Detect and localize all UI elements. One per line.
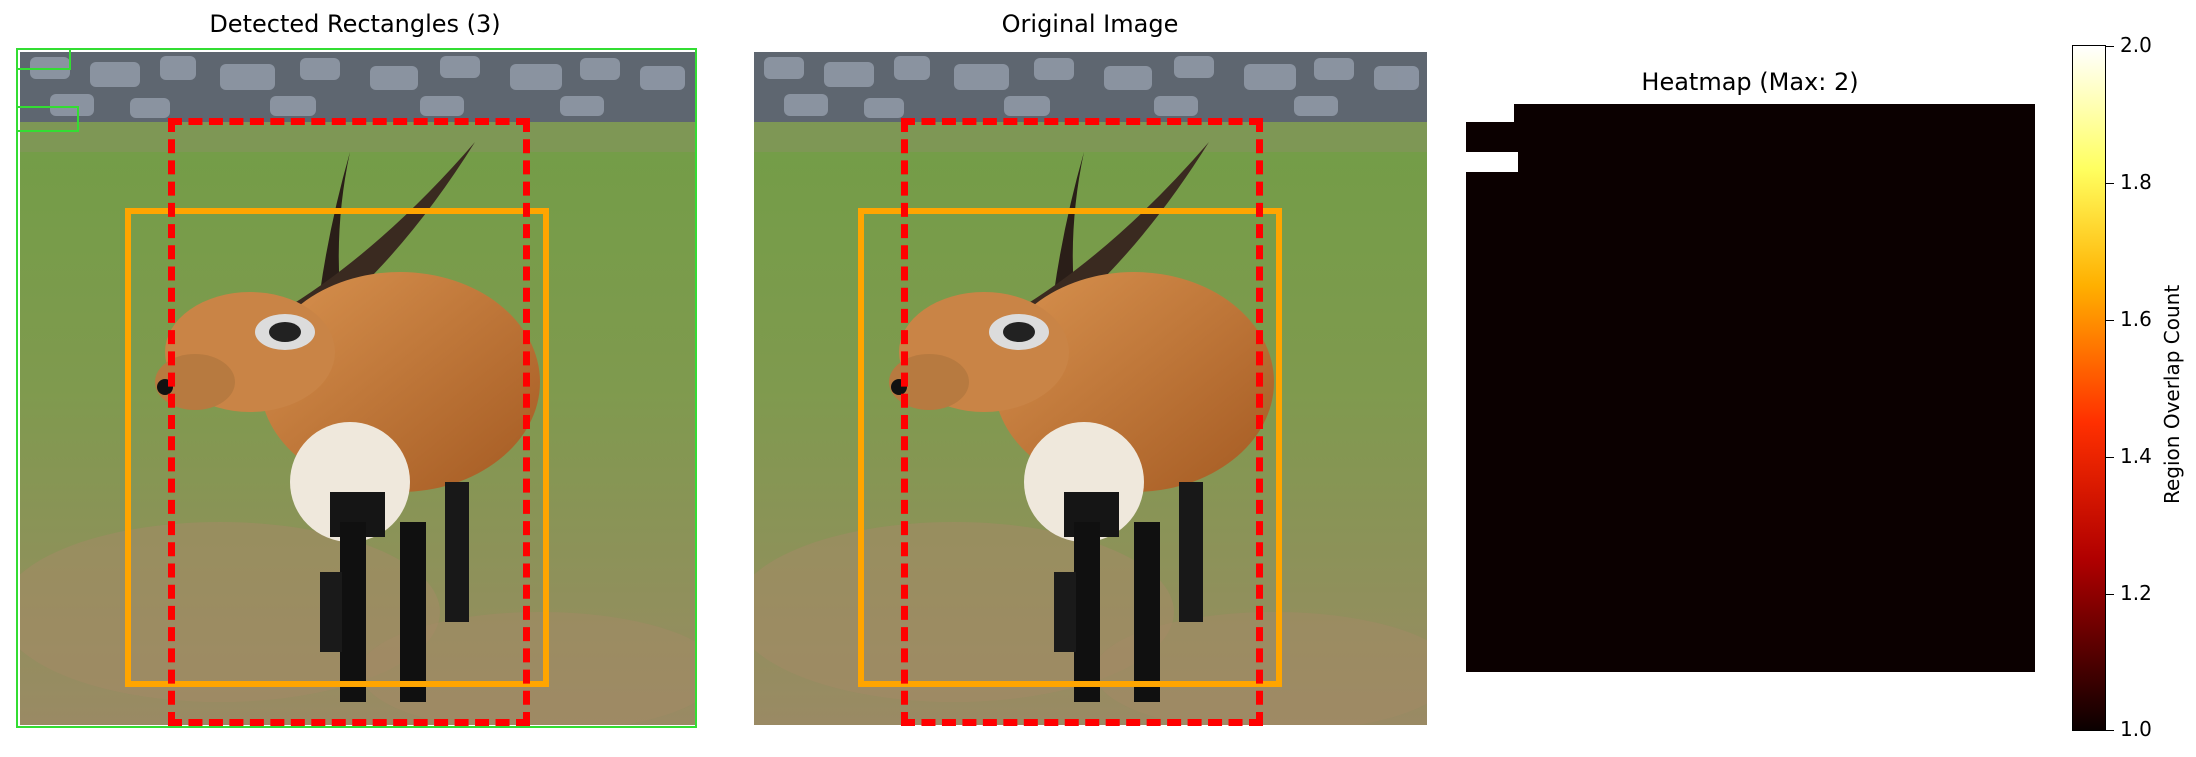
red-dashed-rectangle xyxy=(168,118,530,726)
colorbar-tick-label: 1.2 xyxy=(2120,581,2152,605)
colorbar-tick-label: 1.6 xyxy=(2120,307,2152,331)
green-rectangle-small-top xyxy=(16,48,71,70)
original-panel-title: Original Image xyxy=(1001,10,1179,38)
colorbar-tick-1-6 xyxy=(2106,320,2114,321)
detected-image xyxy=(20,52,695,725)
colorbar-tick-1-8 xyxy=(2106,183,2114,184)
colorbar xyxy=(2072,45,2106,731)
heatmap-notch-mid xyxy=(1466,152,1518,172)
colorbar-tick-2-0 xyxy=(2106,46,2114,47)
orange-rectangle-original xyxy=(858,208,1282,687)
antelope-photo xyxy=(20,52,695,725)
colorbar-tick-1-4 xyxy=(2106,457,2114,458)
detected-panel-title: Detected Rectangles (3) xyxy=(209,10,501,38)
green-rectangle-small-mid xyxy=(16,106,79,132)
antelope-photo-original xyxy=(754,52,1427,725)
orange-rectangle xyxy=(125,208,549,687)
original-image xyxy=(754,52,1427,725)
colorbar-tick-1-0 xyxy=(2106,730,2114,731)
red-dashed-rectangle-original xyxy=(901,118,1263,726)
heatmap-panel-title: Heatmap (Max: 2) xyxy=(1641,68,1859,96)
colorbar-tick-label: 1.4 xyxy=(2120,444,2152,468)
colorbar-label: Region Overlap Count xyxy=(2160,284,2184,504)
colorbar-tick-label: 1.8 xyxy=(2120,170,2152,194)
colorbar-tick-label: 1.0 xyxy=(2120,717,2152,741)
colorbar-tick-1-2 xyxy=(2106,594,2114,595)
green-rectangle-outer xyxy=(16,48,697,728)
heatmap-image xyxy=(1466,104,2035,672)
heatmap-notch-top xyxy=(1466,104,1514,122)
colorbar-tick-label: 2.0 xyxy=(2120,33,2152,57)
